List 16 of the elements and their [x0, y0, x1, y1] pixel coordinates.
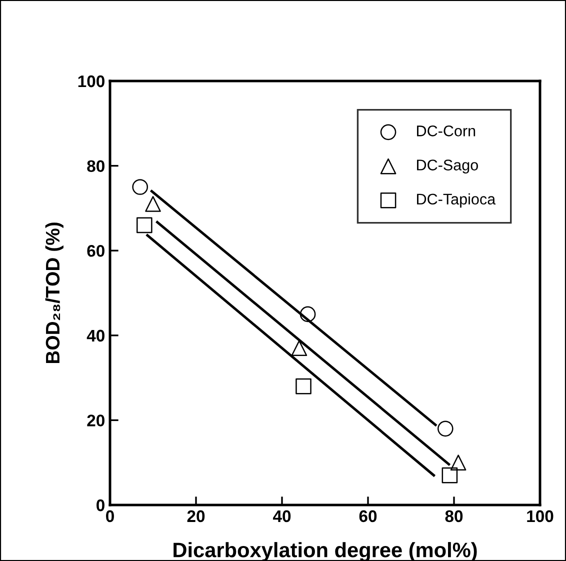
x-tick-label: 80 — [445, 510, 463, 522]
legend-label: DC-Sago — [417, 160, 478, 174]
y-tick-label: 80 — [87, 160, 104, 172]
y-tick-label: 60 — [87, 245, 104, 257]
x-tick-label: 100 — [527, 510, 554, 522]
x-tick-label: 0 — [106, 510, 114, 522]
legend-label: DC-Corn — [417, 126, 476, 136]
y-tick-label: 40 — [86, 330, 104, 342]
y-tick-label: 20 — [87, 414, 104, 426]
x-tick-label: 20 — [187, 510, 205, 522]
x-tick-label: 40 — [272, 510, 291, 522]
legend-label: DC-Tapioca — [417, 193, 496, 208]
y-axis-title: BOD₂₈/TOD (%) — [45, 222, 64, 364]
y-tick-label: 0 — [96, 499, 104, 512]
x-tick-label: 60 — [359, 510, 377, 522]
y-tick-label: 100 — [78, 75, 104, 88]
